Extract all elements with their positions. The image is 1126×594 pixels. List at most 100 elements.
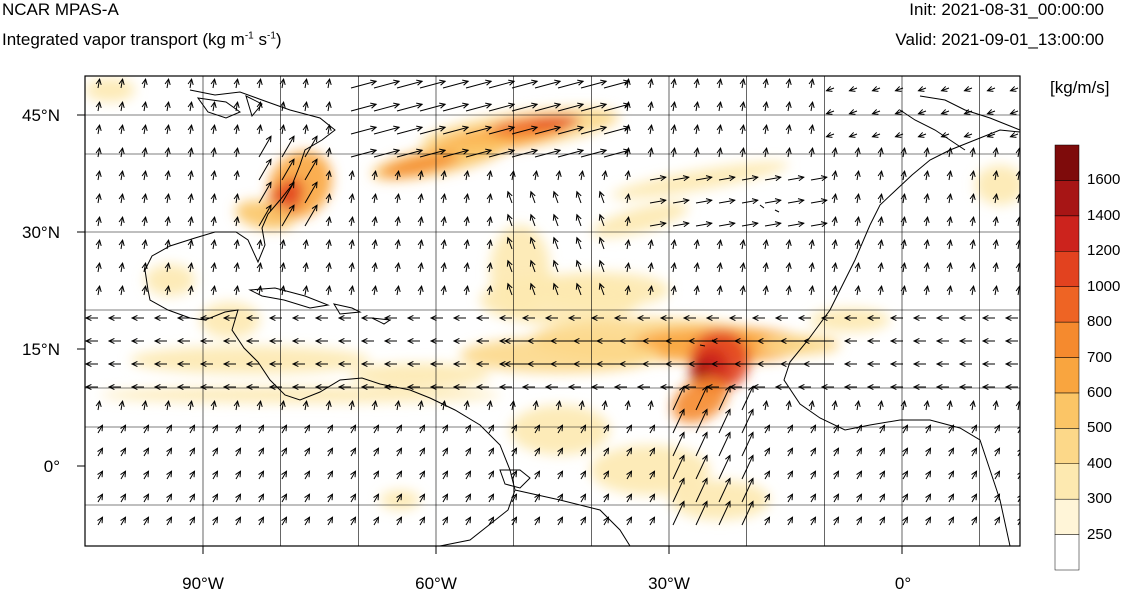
wind-arrow — [762, 78, 769, 89]
wind-arrow — [210, 147, 217, 158]
wind-arrow — [488, 125, 516, 135]
wind-arrow — [394, 262, 401, 273]
wind-arrow — [371, 285, 378, 296]
wind-arrow — [902, 447, 909, 457]
wind-arrow — [371, 262, 378, 273]
wind-arrow — [429, 383, 443, 391]
wind-arrow — [95, 101, 102, 112]
wind-arrow — [337, 383, 351, 391]
wind-arrow — [810, 447, 817, 457]
wind-arrow — [245, 360, 259, 368]
wind-arrow — [718, 477, 731, 503]
wind-arrow — [580, 470, 587, 480]
wind-arrow — [304, 424, 311, 434]
wind-arrow — [994, 447, 1001, 457]
wind-arrow — [95, 170, 102, 181]
wind-arrow — [534, 102, 562, 112]
wind-arrow — [187, 400, 194, 411]
wind-arrow — [396, 79, 424, 89]
wind-arrow — [350, 516, 357, 526]
colorbar-tick-label: 500 — [1087, 419, 1113, 437]
colorbar-swatch — [1054, 144, 1080, 181]
wind-arrow — [118, 400, 125, 411]
wind-arrow — [808, 262, 815, 273]
wind-arrow — [141, 78, 148, 89]
wind-arrow — [716, 239, 723, 250]
wind-arrow — [325, 216, 332, 227]
wind-arrow — [532, 400, 539, 411]
wind-arrow — [787, 424, 794, 434]
wind-arrow — [672, 431, 685, 457]
wind-arrow — [695, 385, 708, 411]
coastline-segment — [783, 224, 1011, 546]
wind-arrow — [463, 170, 470, 181]
wind-arrow — [647, 285, 654, 296]
wind-arrow — [233, 193, 240, 204]
wind-arrow — [210, 400, 217, 411]
lat-lon-grid — [85, 76, 1020, 546]
wind-arrow — [452, 314, 466, 322]
wind-arrow — [212, 493, 219, 503]
wind-arrow — [95, 124, 102, 135]
lat-label-30n: 30°N — [22, 223, 60, 242]
wind-arrow — [304, 447, 311, 457]
wind-arrow — [575, 190, 582, 204]
wind-arrow — [394, 285, 401, 296]
wind-arrow — [693, 285, 700, 296]
wind-arrow — [291, 360, 305, 368]
wind-arrow — [486, 400, 493, 411]
wind-arrow — [419, 125, 447, 135]
wind-arrow — [314, 360, 328, 368]
wind-arrow — [848, 86, 858, 92]
wind-arrow — [210, 193, 217, 204]
wind-arrow — [1004, 337, 1018, 345]
wind-arrow — [986, 109, 996, 115]
wind-arrow — [879, 470, 886, 480]
wind-arrow — [118, 193, 125, 204]
wind-arrow — [258, 181, 272, 204]
wind-arrow — [419, 424, 426, 434]
wind-arrow — [810, 470, 817, 480]
wind-arrow — [695, 198, 713, 205]
wind-arrow — [348, 285, 355, 296]
wind-arrow — [636, 314, 650, 322]
wind-arrow — [429, 314, 443, 322]
wind-arrow — [741, 431, 754, 457]
init-time: Init: 2021-08-31_00:00:00 — [909, 0, 1104, 19]
wind-arrow — [575, 236, 582, 250]
wind-arrow — [118, 78, 125, 89]
wind-arrow — [659, 383, 673, 391]
wind-arrow — [598, 213, 605, 227]
wind-arrow — [506, 213, 513, 227]
wind-arrow — [580, 516, 587, 526]
wind-arrow — [534, 470, 541, 480]
wind-arrow — [575, 213, 582, 227]
wind-arrow — [475, 314, 489, 322]
wind-arrow — [95, 78, 102, 89]
wind-arrow — [281, 158, 295, 181]
wind-arrow — [624, 285, 631, 296]
wind-arrow — [820, 314, 834, 322]
wind-arrow — [511, 79, 539, 89]
wind-arrow — [575, 259, 582, 273]
wind-arrow — [475, 383, 489, 391]
wind-arrow — [532, 170, 539, 181]
wind-arrow — [902, 424, 909, 434]
wind-arrow — [511, 516, 518, 526]
wind-arrow — [900, 216, 907, 227]
wind-arrow — [971, 447, 978, 457]
wind-arrow — [877, 193, 884, 204]
wind-arrow — [831, 147, 838, 158]
wind-arrow — [555, 170, 562, 181]
wind-arrow — [739, 262, 746, 273]
wind-arrow — [245, 337, 259, 345]
wind-arrow — [762, 239, 769, 250]
wind-arrow — [348, 239, 355, 250]
wind-arrow — [440, 193, 447, 204]
wind-arrow — [649, 493, 656, 503]
wind-arrow — [946, 216, 953, 227]
wind-arrow — [279, 285, 286, 296]
wind-arrow — [854, 147, 861, 158]
wind-arrow — [141, 124, 148, 135]
wind-arrow — [613, 314, 627, 322]
